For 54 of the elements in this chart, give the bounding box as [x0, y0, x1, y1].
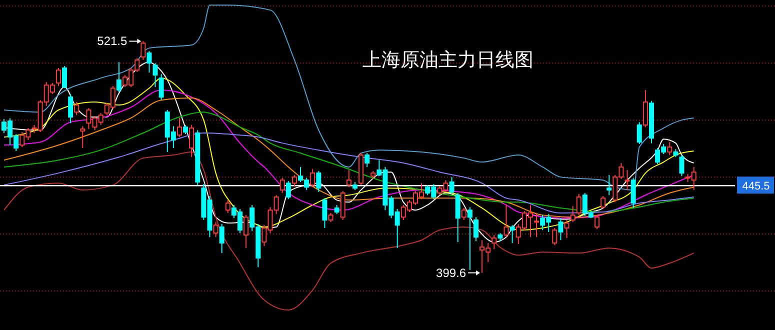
candlestick: [310, 168, 316, 188]
candlestick: [642, 90, 648, 128]
candlestick: [558, 218, 564, 241]
candlestick: [146, 50, 152, 74]
candlestick: [292, 174, 297, 186]
candlestick: [364, 152, 370, 168]
candlestick: [176, 117, 182, 138]
candlestick: [74, 102, 80, 116]
candlestick: [467, 206, 472, 270]
candlestick: [140, 40, 146, 61]
candlestick: [183, 124, 188, 135]
candlestick: [346, 170, 352, 188]
candlestick: [280, 178, 285, 194]
candlestick: [455, 192, 460, 243]
candlestick: [630, 178, 636, 209]
candlestick: [316, 170, 322, 193]
candlestick: [570, 206, 576, 223]
candlestick: [474, 216, 478, 242]
candlestick: [564, 220, 570, 239]
annotation: 521.5: [97, 34, 128, 48]
candlestick: [594, 214, 600, 230]
candlestick: [80, 126, 86, 148]
candlestick: [576, 193, 582, 216]
candlestick: [219, 223, 224, 254]
candlestick: [606, 174, 612, 196]
candlestick: [56, 68, 61, 87]
candlestick: [62, 66, 68, 89]
text: 上海原油主力日线图: [362, 49, 534, 71]
candlestick: [636, 122, 642, 145]
candlestick: [667, 142, 672, 156]
candlestick: [244, 214, 249, 249]
candlestick: [189, 124, 194, 158]
candlestick: [492, 234, 497, 250]
candlestick: [152, 62, 158, 88]
candlestick: [600, 196, 606, 210]
candlestick: [286, 180, 291, 200]
candlestick: [158, 74, 164, 101]
candlestick: [322, 198, 328, 228]
candlestick: [534, 212, 540, 238]
candlestick: [328, 212, 334, 223]
ref-line-label: 445.5: [742, 180, 770, 193]
candlestick: [461, 208, 466, 220]
candlestick: [552, 227, 558, 246]
candlestick: [449, 176, 454, 194]
candlestick: [504, 204, 509, 238]
candlestick: [213, 222, 218, 238]
candlestick: [679, 154, 684, 177]
candlestick: [624, 170, 630, 190]
candlestick: [334, 204, 340, 215]
annotation: 399.6: [436, 266, 466, 280]
candlestick: [68, 94, 74, 124]
candlestick: [225, 200, 230, 214]
candlestick: [510, 224, 515, 244]
candlestick: [116, 62, 122, 93]
